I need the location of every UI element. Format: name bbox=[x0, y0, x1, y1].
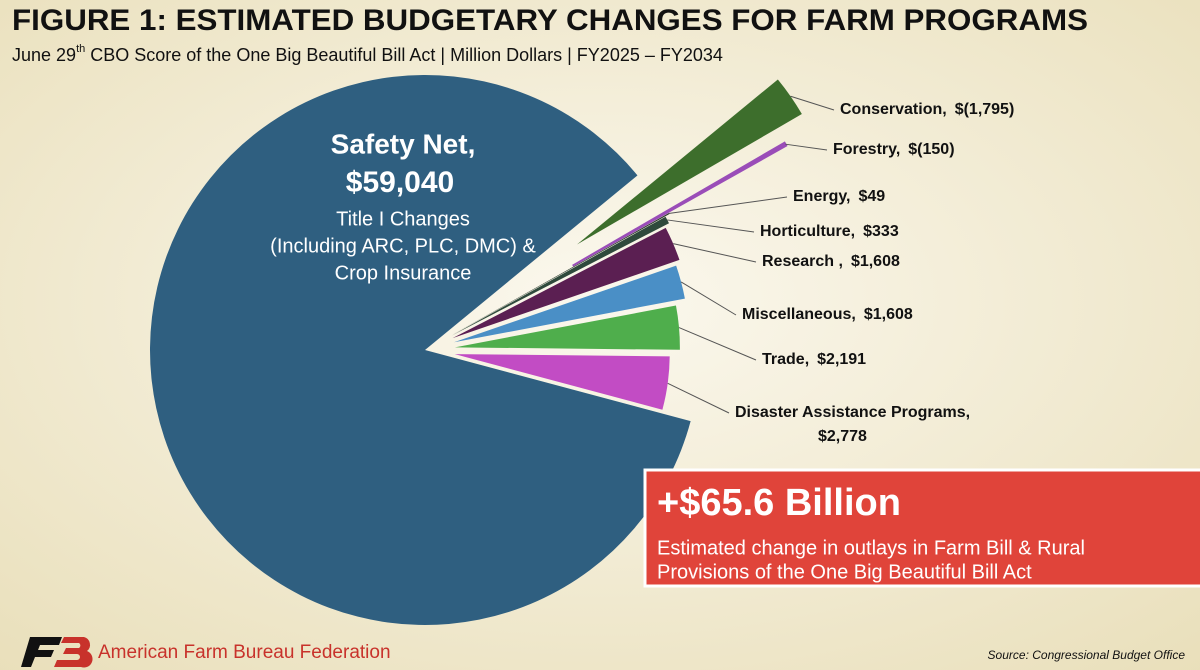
labels: Conservation, $(1,795) Forestry, $(150) Ener… bbox=[270, 95, 1014, 445]
leader-line bbox=[680, 281, 737, 316]
callout-text: Estimated change in outlays in Farm Bill… bbox=[657, 537, 1085, 559]
leader-line bbox=[667, 382, 730, 414]
callout-box bbox=[643, 468, 1200, 588]
category-label: Research , bbox=[762, 253, 843, 270]
slice-label: Conservation, $(1,795) bbox=[840, 101, 1014, 118]
value-label: $1,608 bbox=[864, 306, 913, 323]
subtitle-sup: th bbox=[76, 43, 85, 55]
pie-slice bbox=[454, 305, 680, 350]
value-label: $2,778 bbox=[818, 428, 867, 445]
pie-slice bbox=[576, 79, 802, 245]
slice-note: Title I Changes bbox=[336, 208, 470, 230]
slice-label: Trade, $2,191 bbox=[762, 351, 866, 368]
slice-label: Research , $1,608 bbox=[762, 253, 900, 270]
category-label: Forestry, bbox=[833, 141, 900, 158]
category-label: Safety Net, bbox=[331, 128, 476, 159]
slice-note: Crop Insurance bbox=[335, 262, 472, 284]
subtitle-part: June 29 bbox=[12, 45, 76, 65]
value-label: $2,191 bbox=[817, 351, 866, 368]
leader-line bbox=[673, 243, 757, 263]
pie-slice bbox=[451, 212, 670, 336]
callout-text: Provisions of the One Big Beautiful Bill… bbox=[657, 561, 1032, 583]
leader-line bbox=[790, 95, 835, 111]
chart-subtitle: June 29th CBO Score of the One Big Beaut… bbox=[12, 43, 723, 65]
slice-label: Forestry, $(150) bbox=[833, 141, 955, 158]
category-label: Miscellaneous, bbox=[742, 306, 856, 323]
pie-slice bbox=[451, 216, 670, 336]
chart-title: FIGURE 1: ESTIMATED BUDGETARY CHANGES FO… bbox=[12, 4, 1088, 37]
slice-note: (Including ARC, PLC, DMC) & bbox=[270, 235, 536, 257]
pie-slice bbox=[149, 74, 691, 625]
pie-slice bbox=[454, 354, 670, 410]
slice-label: Horticulture, $333 bbox=[760, 223, 899, 240]
category-label: Horticulture, bbox=[760, 223, 855, 240]
footer-organization: American Farm Bureau Federation bbox=[98, 642, 391, 663]
value-label: $(150) bbox=[908, 141, 954, 158]
value-label: $59,040 bbox=[346, 166, 454, 199]
leader-line bbox=[667, 219, 755, 233]
slice-label: Miscellaneous, $1,608 bbox=[742, 306, 913, 323]
category-label: Trade, bbox=[762, 351, 809, 368]
value-label: $(1,795) bbox=[955, 101, 1015, 118]
subtitle-part: CBO Score of the One Big Beautiful Bill … bbox=[85, 45, 723, 65]
footer-source: Source: Congressional Budget Office bbox=[988, 648, 1186, 662]
callout-headline: +$65.6 Billion bbox=[657, 482, 901, 524]
leader-line bbox=[785, 143, 828, 151]
leader-line bbox=[669, 196, 788, 214]
category-label: Energy, bbox=[793, 188, 851, 205]
slice-label: Energy, $49 bbox=[793, 188, 885, 205]
category-label: Conservation, bbox=[840, 101, 947, 118]
category-label: Disaster Assistance Programs, bbox=[735, 404, 970, 421]
logo bbox=[21, 637, 93, 668]
value-label: $333 bbox=[863, 223, 899, 240]
pie bbox=[149, 74, 802, 625]
value-label: $1,608 bbox=[851, 253, 900, 270]
leader-line bbox=[678, 327, 757, 361]
value-label: $49 bbox=[859, 188, 886, 205]
slice-label: Disaster Assistance Programs, $2,778 bbox=[735, 404, 970, 445]
pie-slice bbox=[452, 227, 680, 339]
pie-slice bbox=[453, 265, 685, 343]
